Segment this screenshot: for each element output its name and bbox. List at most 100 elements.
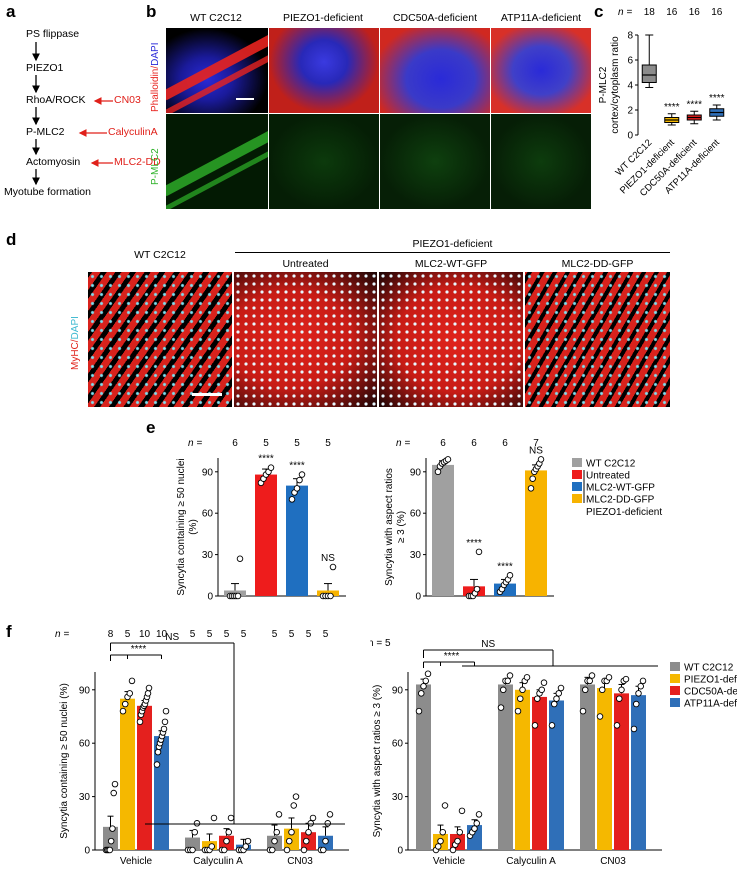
inhibitor-calyculina: CalyculinA [108,126,158,138]
f2-point [553,695,560,702]
f1-point [290,802,298,809]
d-group-line [235,252,670,253]
e2-ytick-label: 30 [410,550,422,561]
f1-n-value: 5 [289,629,295,640]
f2-point [579,707,587,715]
b-row-label-bottom: P-MLC2 [150,148,161,185]
f2-point [639,677,647,685]
f1-n-prefix: n = [55,629,69,640]
f1-point [324,820,332,827]
step-piezo1: PIEZO1 [26,62,64,74]
f2-ylabel: Syncytia with aspect ratios ≥ 3 (%) [372,685,383,838]
f1-n-value: 5 [272,629,278,640]
f1-n-value: 5 [125,629,131,640]
f1-point [307,820,315,827]
f2-bar [549,700,564,850]
d-img-wt [88,272,232,407]
f2-point [437,837,444,845]
f1-ytick-label: 60 [79,739,91,750]
b-img-atp11a-pmlc2 [491,114,591,209]
b-col-title-4: ATP11A-deficient [500,12,582,24]
e2-legend-swatch [572,494,582,503]
f2-group-label: Vehicle [433,856,466,867]
f2-point [516,695,524,702]
f2-point [637,682,645,690]
c-n-value: 16 [666,7,678,18]
c-ytick-label: 0 [627,131,633,142]
e2-ylabel-2: ≥ 3 (%) [396,511,407,543]
e2-n-value: 6 [440,438,446,449]
f1-point [136,718,144,726]
b-img-wt-pmlc2 [166,114,268,209]
f1-point [153,761,161,768]
e2-ytick-label: 90 [410,467,422,478]
f1-point [288,828,295,836]
f1-point [110,789,117,797]
f2-point [538,686,545,694]
f1-point [128,677,136,685]
d-img-mlc2-dd-gfp [525,272,670,407]
f1-point [154,748,162,756]
f2-ytick-label: 90 [392,685,404,696]
e1-ylabel-2: (%) [188,519,199,535]
f1-point [107,837,115,845]
f2-bar [498,684,513,850]
f1-point [305,828,312,836]
f2-point [635,690,642,697]
f2-point [586,677,593,685]
e2-point [537,456,545,463]
d-img-mlc2-wt-gfp [379,272,523,407]
f1-point [269,846,276,854]
f2-point [598,686,606,694]
f2-point [439,828,446,836]
e1-point [236,555,244,562]
step-ps-flippase: PS flippase [26,28,80,40]
f2-point [456,828,463,836]
e2-bar [525,470,547,596]
f2-point [581,686,589,694]
e1-n-value: 6 [232,438,238,449]
d-col-title-1: WT C2C12 [134,249,186,261]
e2-point [444,456,452,463]
f1-point [271,837,278,845]
f1-point [225,828,232,836]
f2-group-label: Calyculin A [506,856,556,867]
f1-point [106,846,114,854]
f1-point [162,707,170,715]
f1-point [292,793,300,800]
f1-ylabel: Syncytia containing ≥ 50 nuclei (%) [59,683,70,839]
f2-point [605,674,613,681]
f1-point [300,846,308,854]
b-img-cdc50a-pmlc2 [380,114,490,209]
e1-n-prefix: n = [188,438,202,449]
f2-point [519,686,526,694]
f2-point [514,707,522,715]
f2-point [523,674,531,681]
f1-point [320,846,327,854]
e2-point [473,585,481,593]
f1-point [208,843,215,850]
f2-n-label: n = 5 [370,638,391,649]
d-img-untreated [234,272,377,407]
f1-point [145,684,153,692]
e1-point [327,592,334,600]
f2-point [415,707,423,715]
panel-letter-c: c [594,2,604,21]
f2-ytick-label: 0 [397,846,403,857]
e2-significance: **** [466,538,482,549]
f2-point [531,722,539,729]
f1-n-value: 10 [156,629,168,640]
f1-point [223,837,230,845]
e2-ytick-label: 60 [410,509,422,520]
f1-bar [120,698,135,850]
c-n-prefix: n = [618,7,632,18]
c-n-value: 16 [689,7,701,18]
f1-n-value: 8 [108,629,114,640]
f1-point [119,707,127,715]
f1-n-value: 5 [207,629,213,640]
f1-point [273,828,281,836]
f1-point [161,718,169,726]
f2-point [441,802,449,809]
f2-point [533,695,541,702]
